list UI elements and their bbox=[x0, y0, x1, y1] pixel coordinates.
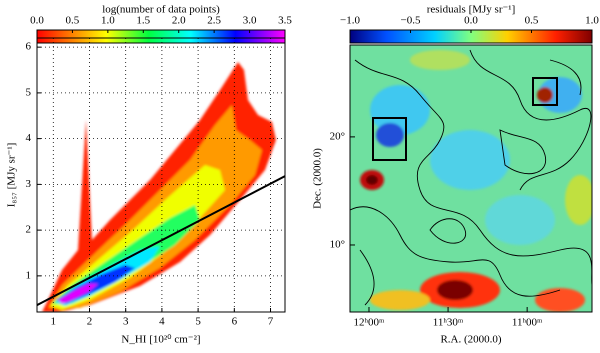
x-axis-label: N_HI [10²⁰ cm⁻²] bbox=[121, 334, 200, 346]
colorbar-tick-label: 1.0 bbox=[585, 15, 599, 27]
colorbar-tick-label: 0.5 bbox=[66, 15, 80, 27]
colorbar-tick-label: 0.0 bbox=[30, 15, 44, 27]
x-axis-label: R.A. (2000.0) bbox=[440, 334, 501, 346]
residual-map bbox=[350, 45, 592, 312]
y-tick-label: 2 bbox=[26, 224, 32, 236]
density-cloud bbox=[42, 62, 276, 312]
colorbar-tick-label: −1.0 bbox=[340, 15, 360, 27]
y-tick-label: 3 bbox=[26, 178, 32, 190]
x-tick-label: 5 bbox=[195, 316, 201, 328]
x-tick-label: 1 bbox=[51, 316, 57, 328]
colorbar-tick-label: −0.5 bbox=[401, 15, 421, 27]
colorbar-tick-label: 3.5 bbox=[278, 15, 292, 27]
colorbar-tick-label: 0.5 bbox=[525, 15, 539, 27]
colorbar-tick-label: 1.0 bbox=[101, 15, 115, 27]
y-tick-label: 10° bbox=[330, 239, 345, 251]
colorbar-tick-label: 2.5 bbox=[207, 15, 221, 27]
y-tick-label: 20° bbox=[330, 130, 345, 142]
colorbar-tick-label: 0.0 bbox=[464, 15, 478, 27]
colorbar-title: residuals [MJy sr⁻¹] bbox=[427, 4, 516, 16]
y-tick-label: 6 bbox=[26, 41, 32, 53]
map-frame bbox=[349, 44, 593, 313]
x-tick-label: 2 bbox=[87, 316, 93, 328]
colorbar-tick-label: 2.0 bbox=[172, 15, 186, 27]
x-tick-label: 4 bbox=[159, 316, 165, 328]
x-tick-label: 3 bbox=[123, 316, 129, 328]
x-tick-label: 11ʰ00ᵐ bbox=[512, 317, 543, 329]
fit-line bbox=[37, 175, 285, 307]
colorbar-title: log(number of data points) bbox=[102, 4, 220, 16]
y-tick-label: 5 bbox=[26, 86, 32, 98]
x-tick-label: 11ʰ30ᵐ bbox=[433, 317, 464, 329]
y-tick-label: 4 bbox=[26, 132, 32, 144]
y-axis-label: I₈₅₇ [MJy sr⁻¹] bbox=[6, 143, 18, 208]
y-tick-label: 1 bbox=[26, 269, 32, 281]
x-tick-label: 7 bbox=[268, 316, 274, 328]
colorbar-tick-label: 1.5 bbox=[136, 15, 150, 27]
y-axis-label: Dec. (2000.0) bbox=[312, 148, 324, 209]
colorbar bbox=[36, 29, 286, 44]
x-tick-label: 6 bbox=[232, 316, 238, 328]
colorbar-tick-label: 3.0 bbox=[243, 15, 257, 27]
x-tick-label: 12ʰ00ᵐ bbox=[354, 317, 386, 329]
plot-frame bbox=[36, 37, 286, 313]
